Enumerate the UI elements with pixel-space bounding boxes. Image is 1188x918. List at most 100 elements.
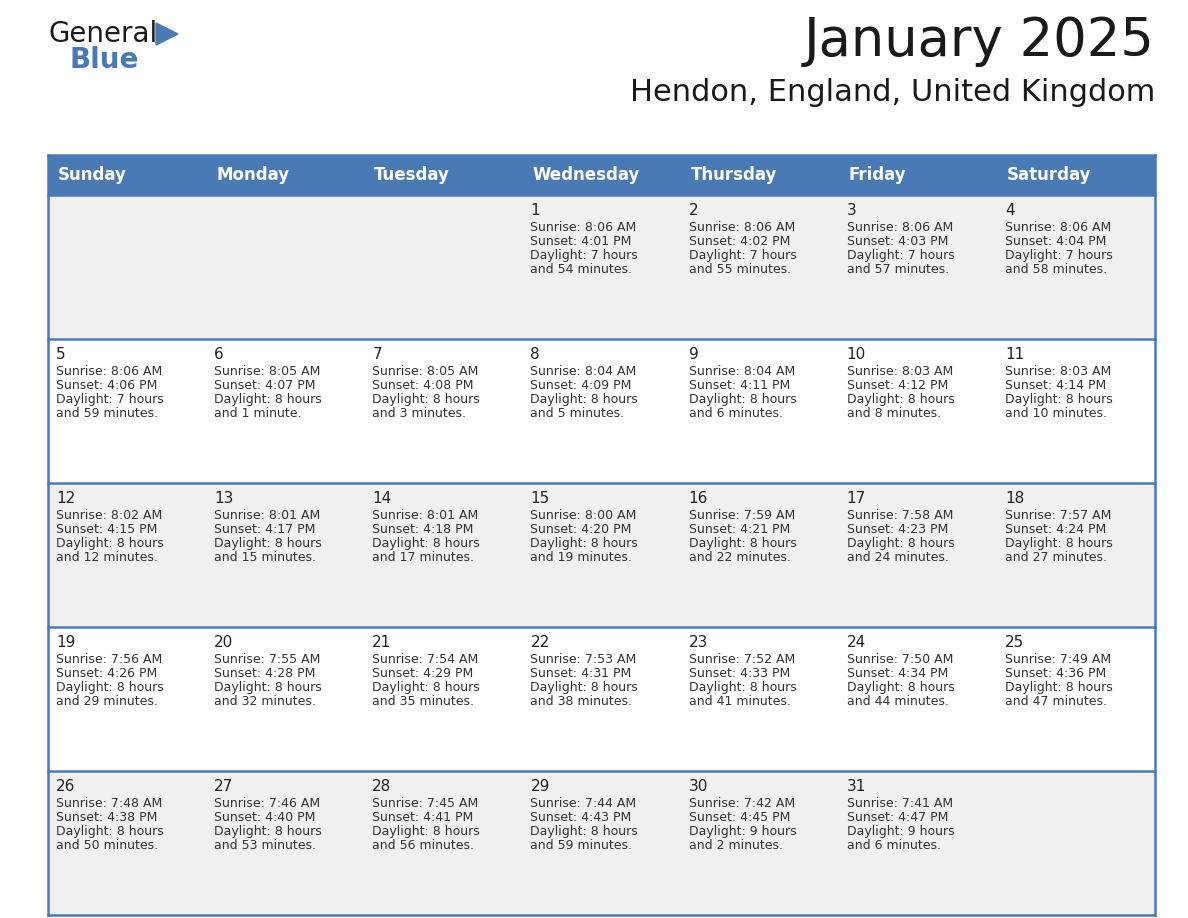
Text: Sunset: 4:08 PM: Sunset: 4:08 PM — [372, 379, 474, 392]
Text: Sunrise: 7:58 AM: Sunrise: 7:58 AM — [847, 509, 953, 522]
Text: and 59 minutes.: and 59 minutes. — [56, 407, 158, 420]
Text: and 41 minutes.: and 41 minutes. — [689, 695, 790, 708]
Text: 22: 22 — [530, 635, 550, 650]
Text: Daylight: 8 hours: Daylight: 8 hours — [372, 681, 480, 694]
Text: Daylight: 8 hours: Daylight: 8 hours — [847, 393, 954, 406]
Text: 2: 2 — [689, 203, 699, 218]
Text: Sunset: 4:04 PM: Sunset: 4:04 PM — [1005, 235, 1106, 248]
Text: Sunrise: 8:06 AM: Sunrise: 8:06 AM — [1005, 221, 1111, 234]
Text: 31: 31 — [847, 779, 866, 794]
Polygon shape — [156, 23, 178, 45]
Text: Sunset: 4:15 PM: Sunset: 4:15 PM — [56, 523, 157, 536]
Text: Sunrise: 7:42 AM: Sunrise: 7:42 AM — [689, 797, 795, 810]
Text: Monday: Monday — [216, 166, 289, 184]
Text: Sunrise: 7:59 AM: Sunrise: 7:59 AM — [689, 509, 795, 522]
Text: Sunrise: 8:03 AM: Sunrise: 8:03 AM — [1005, 365, 1111, 378]
Text: Daylight: 8 hours: Daylight: 8 hours — [372, 537, 480, 550]
Text: 3: 3 — [847, 203, 857, 218]
Text: 12: 12 — [56, 491, 75, 506]
Text: and 32 minutes.: and 32 minutes. — [214, 695, 316, 708]
Text: Sunrise: 7:41 AM: Sunrise: 7:41 AM — [847, 797, 953, 810]
Text: and 54 minutes.: and 54 minutes. — [530, 263, 632, 276]
Text: and 22 minutes.: and 22 minutes. — [689, 551, 790, 564]
Text: Sunrise: 8:01 AM: Sunrise: 8:01 AM — [214, 509, 321, 522]
Text: Sunset: 4:47 PM: Sunset: 4:47 PM — [847, 811, 948, 824]
Bar — [48, 483, 1155, 627]
Text: Sunrise: 8:04 AM: Sunrise: 8:04 AM — [689, 365, 795, 378]
Text: Sunrise: 7:55 AM: Sunrise: 7:55 AM — [214, 653, 321, 666]
Text: and 6 minutes.: and 6 minutes. — [847, 839, 941, 852]
Bar — [48, 195, 1155, 339]
Text: and 27 minutes.: and 27 minutes. — [1005, 551, 1107, 564]
Text: Sunrise: 7:45 AM: Sunrise: 7:45 AM — [372, 797, 479, 810]
Text: Sunset: 4:11 PM: Sunset: 4:11 PM — [689, 379, 790, 392]
Text: and 3 minutes.: and 3 minutes. — [372, 407, 466, 420]
Text: Daylight: 8 hours: Daylight: 8 hours — [372, 825, 480, 838]
Text: and 50 minutes.: and 50 minutes. — [56, 839, 158, 852]
Text: January 2025: January 2025 — [804, 15, 1155, 67]
Text: Daylight: 8 hours: Daylight: 8 hours — [530, 537, 638, 550]
Text: Sunrise: 8:03 AM: Sunrise: 8:03 AM — [847, 365, 953, 378]
Text: Sunrise: 8:05 AM: Sunrise: 8:05 AM — [372, 365, 479, 378]
Text: Sunset: 4:28 PM: Sunset: 4:28 PM — [214, 667, 316, 680]
Text: Sunrise: 7:44 AM: Sunrise: 7:44 AM — [530, 797, 637, 810]
Text: and 29 minutes.: and 29 minutes. — [56, 695, 158, 708]
Text: Daylight: 8 hours: Daylight: 8 hours — [530, 681, 638, 694]
Text: Sunset: 4:01 PM: Sunset: 4:01 PM — [530, 235, 632, 248]
Text: and 2 minutes.: and 2 minutes. — [689, 839, 783, 852]
Text: Daylight: 8 hours: Daylight: 8 hours — [689, 681, 796, 694]
Text: 27: 27 — [214, 779, 233, 794]
Text: Sunrise: 7:48 AM: Sunrise: 7:48 AM — [56, 797, 163, 810]
Text: Daylight: 8 hours: Daylight: 8 hours — [530, 825, 638, 838]
Text: 6: 6 — [214, 347, 223, 362]
Text: Thursday: Thursday — [690, 166, 777, 184]
Text: Sunrise: 7:53 AM: Sunrise: 7:53 AM — [530, 653, 637, 666]
Text: Sunset: 4:07 PM: Sunset: 4:07 PM — [214, 379, 316, 392]
Text: Sunset: 4:40 PM: Sunset: 4:40 PM — [214, 811, 316, 824]
Text: General: General — [48, 20, 157, 48]
Text: 16: 16 — [689, 491, 708, 506]
Text: Daylight: 7 hours: Daylight: 7 hours — [56, 393, 164, 406]
Text: Daylight: 9 hours: Daylight: 9 hours — [847, 825, 954, 838]
Text: Daylight: 8 hours: Daylight: 8 hours — [1005, 681, 1113, 694]
Text: Sunrise: 7:50 AM: Sunrise: 7:50 AM — [847, 653, 953, 666]
Text: Sunset: 4:21 PM: Sunset: 4:21 PM — [689, 523, 790, 536]
Text: and 19 minutes.: and 19 minutes. — [530, 551, 632, 564]
Text: 26: 26 — [56, 779, 75, 794]
Text: Daylight: 8 hours: Daylight: 8 hours — [214, 825, 322, 838]
Text: and 6 minutes.: and 6 minutes. — [689, 407, 783, 420]
Text: Sunrise: 8:06 AM: Sunrise: 8:06 AM — [56, 365, 163, 378]
Text: Sunset: 4:12 PM: Sunset: 4:12 PM — [847, 379, 948, 392]
Text: Daylight: 7 hours: Daylight: 7 hours — [847, 249, 954, 262]
Text: Daylight: 9 hours: Daylight: 9 hours — [689, 825, 796, 838]
Text: 17: 17 — [847, 491, 866, 506]
Bar — [48, 155, 1155, 195]
Text: Sunrise: 8:05 AM: Sunrise: 8:05 AM — [214, 365, 321, 378]
Text: 24: 24 — [847, 635, 866, 650]
Text: Friday: Friday — [848, 166, 906, 184]
Text: Sunset: 4:24 PM: Sunset: 4:24 PM — [1005, 523, 1106, 536]
Text: Daylight: 8 hours: Daylight: 8 hours — [847, 681, 954, 694]
Text: and 53 minutes.: and 53 minutes. — [214, 839, 316, 852]
Text: Daylight: 8 hours: Daylight: 8 hours — [530, 393, 638, 406]
Text: 14: 14 — [372, 491, 392, 506]
Text: and 10 minutes.: and 10 minutes. — [1005, 407, 1107, 420]
Text: 15: 15 — [530, 491, 550, 506]
Text: Daylight: 8 hours: Daylight: 8 hours — [56, 681, 164, 694]
Text: 1: 1 — [530, 203, 541, 218]
Text: and 12 minutes.: and 12 minutes. — [56, 551, 158, 564]
Text: Sunrise: 8:04 AM: Sunrise: 8:04 AM — [530, 365, 637, 378]
Text: 18: 18 — [1005, 491, 1024, 506]
Text: Daylight: 8 hours: Daylight: 8 hours — [214, 681, 322, 694]
Text: Sunset: 4:36 PM: Sunset: 4:36 PM — [1005, 667, 1106, 680]
Text: 13: 13 — [214, 491, 234, 506]
Text: Sunrise: 7:54 AM: Sunrise: 7:54 AM — [372, 653, 479, 666]
Text: Sunset: 4:23 PM: Sunset: 4:23 PM — [847, 523, 948, 536]
Text: Sunset: 4:34 PM: Sunset: 4:34 PM — [847, 667, 948, 680]
Bar — [48, 339, 1155, 483]
Text: Sunrise: 8:06 AM: Sunrise: 8:06 AM — [689, 221, 795, 234]
Text: Sunrise: 8:01 AM: Sunrise: 8:01 AM — [372, 509, 479, 522]
Text: Sunset: 4:06 PM: Sunset: 4:06 PM — [56, 379, 157, 392]
Text: 19: 19 — [56, 635, 75, 650]
Text: and 38 minutes.: and 38 minutes. — [530, 695, 632, 708]
